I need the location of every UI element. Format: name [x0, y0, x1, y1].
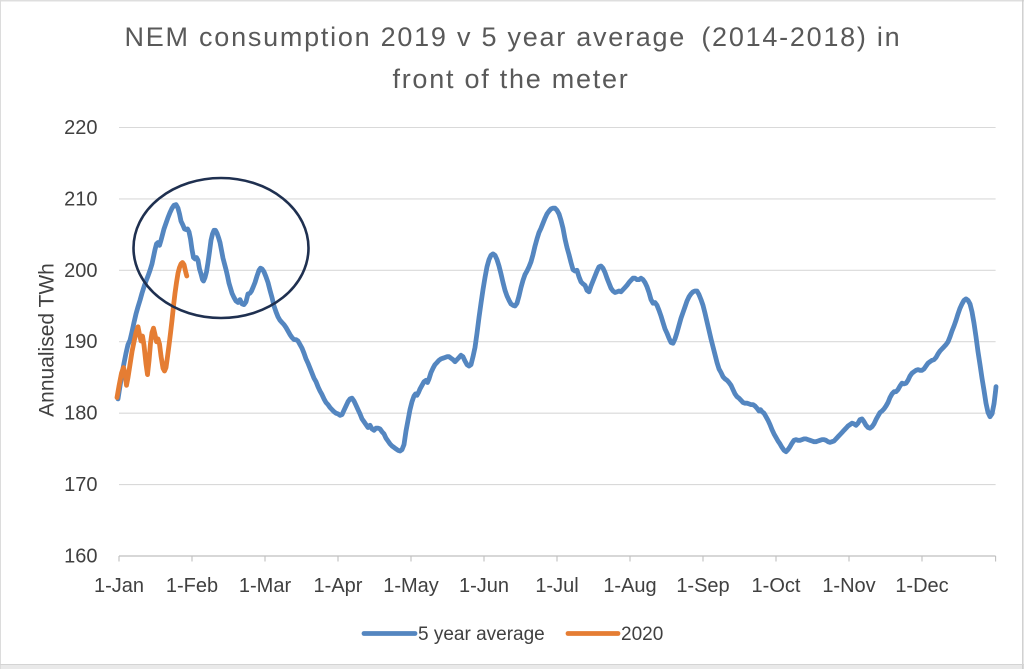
- svg-text:170: 170: [64, 474, 97, 496]
- svg-text:Annualised TWh: Annualised TWh: [36, 263, 59, 417]
- svg-text:1-Jul: 1-Jul: [535, 575, 578, 597]
- svg-text:front of the meter: front of the meter: [392, 64, 629, 94]
- svg-text:NEM consumption 2019 v 5 year: NEM consumption 2019 v 5 year average (2…: [125, 22, 902, 52]
- svg-text:180: 180: [64, 403, 97, 425]
- svg-text:1-Feb: 1-Feb: [166, 575, 218, 597]
- svg-text:220: 220: [64, 117, 97, 139]
- svg-text:5 year average: 5 year average: [418, 624, 545, 645]
- svg-text:210: 210: [64, 188, 97, 210]
- svg-text:1-Mar: 1-Mar: [239, 575, 292, 597]
- svg-text:1-Oct: 1-Oct: [752, 575, 801, 597]
- svg-text:1-May: 1-May: [383, 575, 439, 597]
- svg-text:1-Aug: 1-Aug: [603, 575, 656, 597]
- svg-text:2020: 2020: [621, 624, 663, 645]
- svg-text:1-Sep: 1-Sep: [676, 575, 729, 597]
- svg-text:1-Jan: 1-Jan: [94, 575, 144, 597]
- svg-text:1-Jun: 1-Jun: [459, 575, 509, 597]
- svg-text:1-Apr: 1-Apr: [314, 575, 363, 597]
- svg-text:190: 190: [64, 331, 97, 353]
- svg-text:1-Nov: 1-Nov: [822, 575, 875, 597]
- svg-text:1-Dec: 1-Dec: [895, 575, 948, 597]
- svg-text:200: 200: [64, 260, 97, 282]
- svg-text:160: 160: [64, 546, 97, 568]
